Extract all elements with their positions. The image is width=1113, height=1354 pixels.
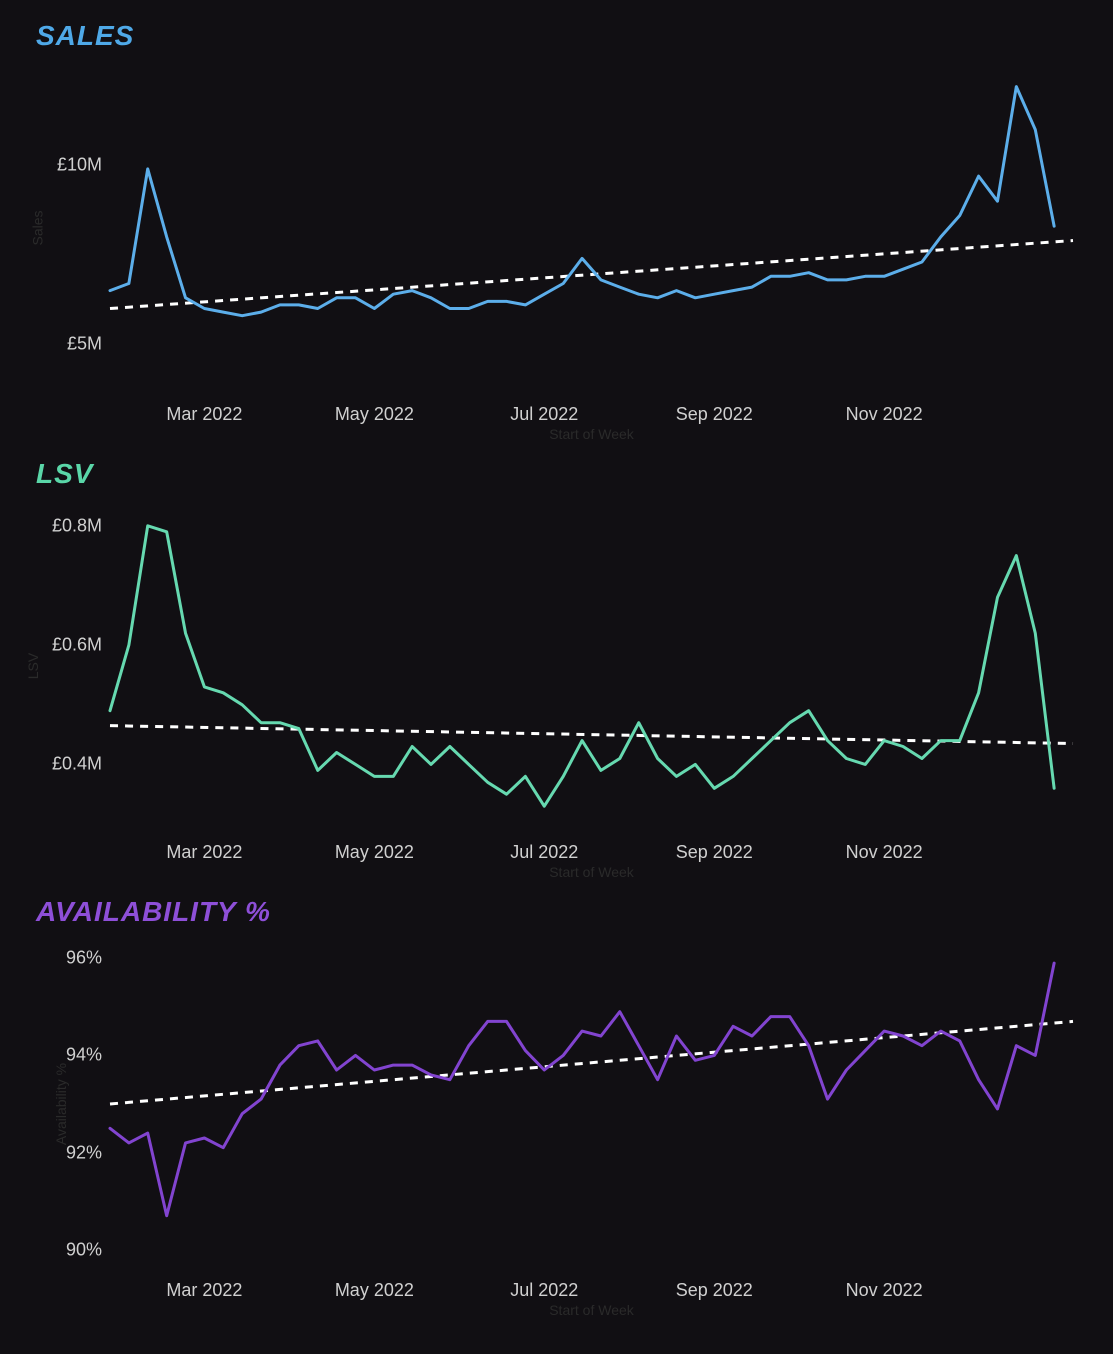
lsv-x-axis: Mar 2022 May 2022 Jul 2022 Sep 2022 Nov 2022… <box>110 836 1073 886</box>
sales-plot <box>110 58 1073 398</box>
y-tick-label: £5M <box>67 334 102 355</box>
x-tick-label: Mar 2022 <box>166 1280 242 1301</box>
lsv-chart: LSV£0.8M£0.6M£0.4MLSVMar 2022May 2022Jul… <box>30 458 1073 886</box>
x-tick-label: Nov 2022 <box>846 842 923 863</box>
lsv-y-axis: £0.8M£0.6M£0.4MLSV <box>30 496 110 836</box>
x-tick-label: May 2022 <box>335 404 414 425</box>
availability-plot <box>110 934 1073 1274</box>
sales-x-axis-label: Start of Week <box>549 426 634 442</box>
x-tick-label: Mar 2022 <box>166 404 242 425</box>
availability-y-axis-label: Availability % <box>53 1063 69 1145</box>
availability-y-axis: 96% 94% 92% 90% Availability % <box>30 934 110 1274</box>
availability-x-axis-label: Start of Week <box>549 1302 634 1318</box>
sales-y-axis-label: Sales <box>30 210 46 245</box>
availability-chart-area: 96% 94% 92% 90% Availability % <box>30 934 1073 1274</box>
y-tick-label: 92% <box>66 1142 102 1163</box>
x-tick-label: Jul 2022 <box>510 842 578 863</box>
lsv-plot <box>110 496 1073 836</box>
sales-chart: SALES £10M £5M Sales Mar 2022 May 2022 Jul 202… <box>30 20 1073 448</box>
x-tick-label: May 2022 <box>335 842 414 863</box>
y-tick-label: £10M <box>57 155 102 176</box>
sales-chart-area: £10M £5M Sales <box>30 58 1073 398</box>
x-tick-label: Jul 2022 <box>510 404 578 425</box>
sales-y-axis: £10M £5M Sales <box>30 58 110 398</box>
availability-chart: AVAILABILITY % 96% 94% 92% 90% Availability %… <box>30 896 1073 1324</box>
lsv-chart-title: LSV <box>36 458 1073 490</box>
sales-x-axis: Mar 2022 May 2022 Jul 2022 Sep 2022 Nov 2022… <box>110 398 1073 448</box>
x-tick-label: May 2022 <box>335 1280 414 1301</box>
availability-x-axis: Mar 2022 May 2022 Jul 2022 Sep 2022 Nov 2022… <box>110 1274 1073 1324</box>
x-tick-label: Sep 2022 <box>676 1280 753 1301</box>
lsv-y-axis-label: LSV <box>25 653 41 679</box>
availability-chart-title: AVAILABILITY % <box>36 896 1073 928</box>
y-tick-label: £0.6M <box>52 635 102 656</box>
sales-chart-title: SALES <box>36 20 1073 52</box>
lsv-series-line <box>110 526 1054 806</box>
x-tick-label: Sep 2022 <box>676 404 753 425</box>
lsv-trend-line <box>110 726 1073 744</box>
x-tick-label: Mar 2022 <box>166 842 242 863</box>
x-tick-label: Sep 2022 <box>676 842 753 863</box>
x-tick-label: Nov 2022 <box>846 1280 923 1301</box>
y-tick-label: 90% <box>66 1239 102 1260</box>
y-tick-label: 96% <box>66 948 102 969</box>
x-tick-label: Jul 2022 <box>510 1280 578 1301</box>
y-tick-label: £0.4M <box>52 754 102 775</box>
availability-series-line <box>110 963 1054 1216</box>
x-tick-label: Nov 2022 <box>846 404 923 425</box>
y-tick-label: £0.8M <box>52 515 102 536</box>
lsv-x-axis-label: Start of Week <box>549 864 634 880</box>
lsv-chart-area: £0.8M£0.6M£0.4MLSV <box>30 496 1073 836</box>
y-tick-label: 94% <box>66 1045 102 1066</box>
sales-series-line <box>110 87 1054 316</box>
